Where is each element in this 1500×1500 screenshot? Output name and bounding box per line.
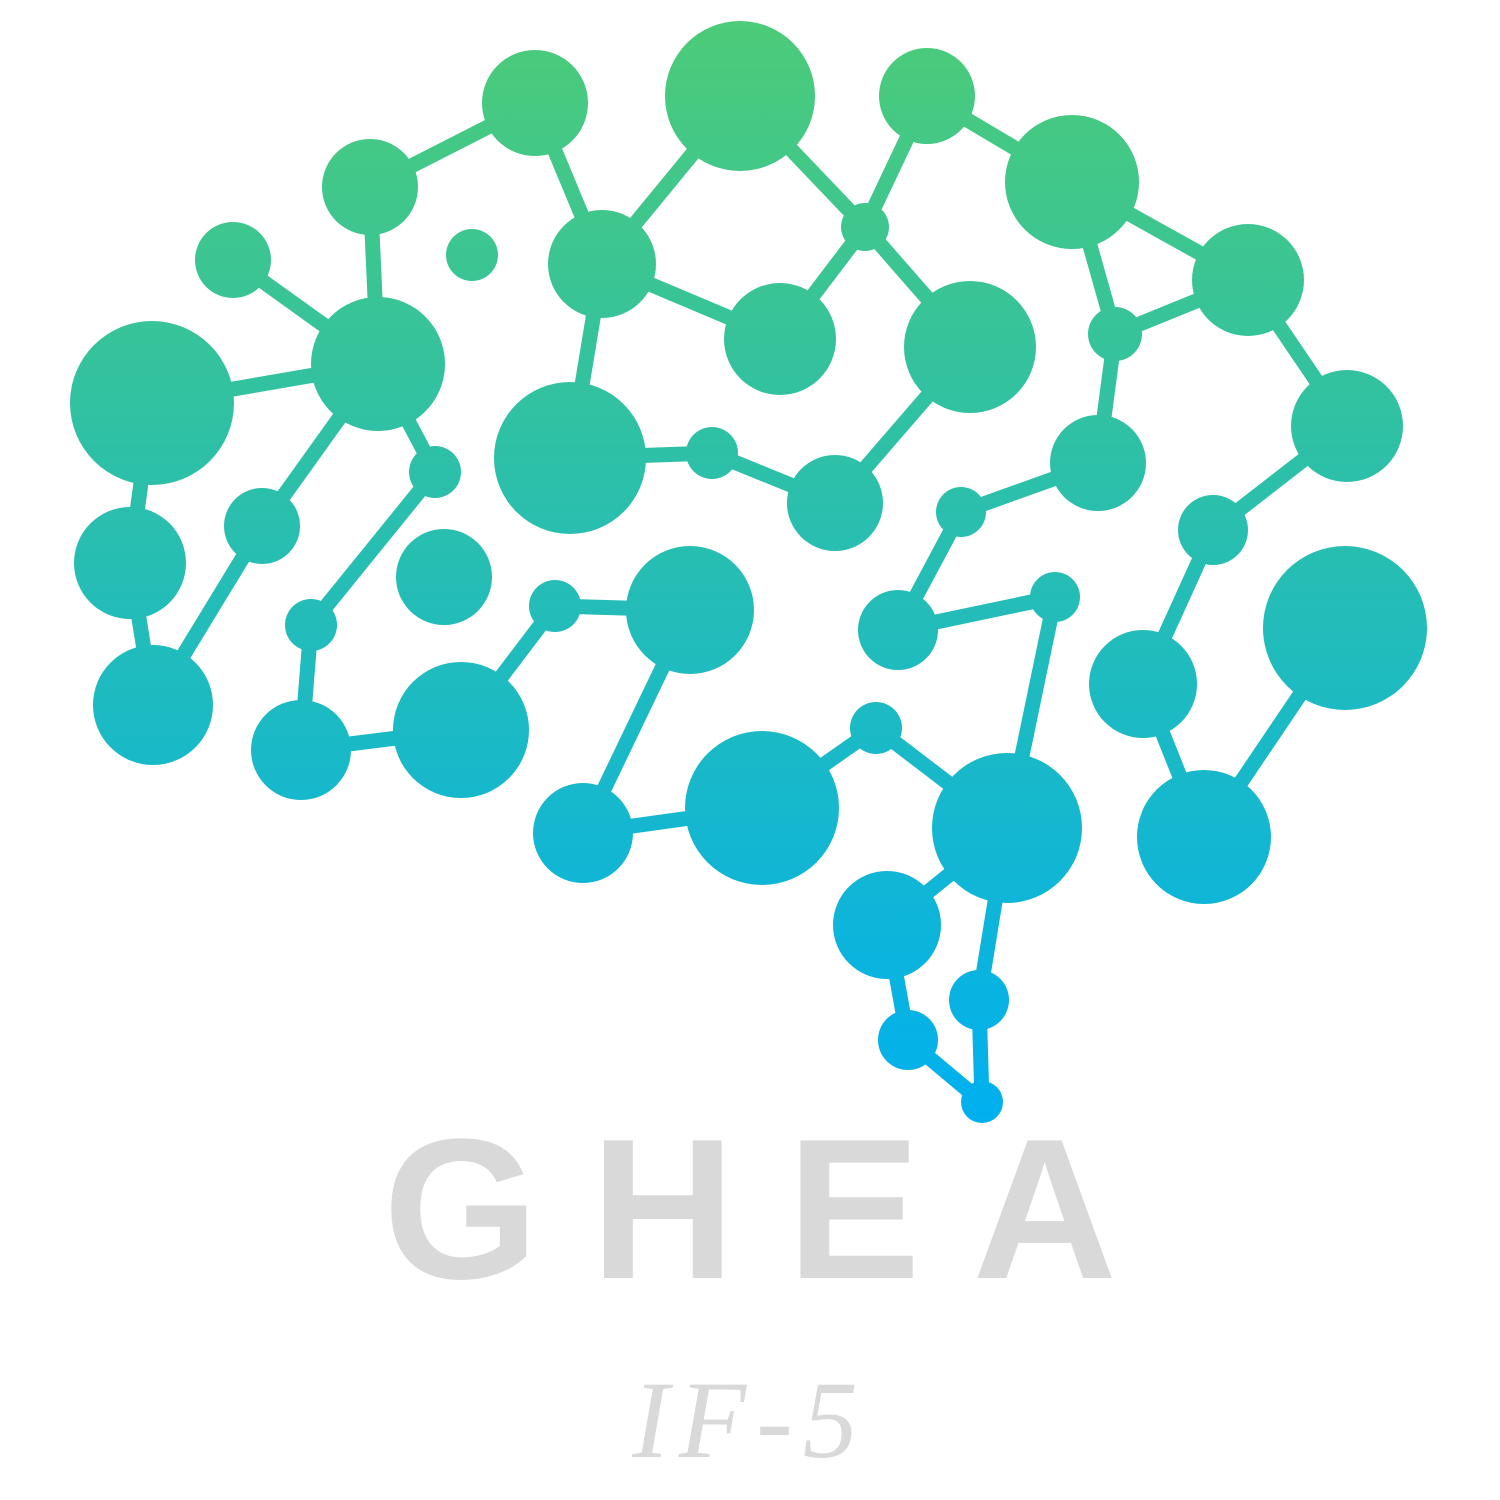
network-node [932, 753, 1082, 903]
network-node [949, 970, 1009, 1030]
network-node [494, 382, 646, 534]
network-node [1050, 415, 1146, 511]
network-node [858, 590, 938, 670]
network-node [961, 1081, 1003, 1123]
network-node [195, 222, 271, 298]
network-node [833, 871, 941, 979]
network-node [904, 281, 1036, 413]
network-node [665, 21, 815, 171]
network-node [251, 700, 351, 800]
network-node [482, 50, 588, 156]
network-node [548, 210, 656, 318]
network-node [724, 283, 836, 395]
network-node [1005, 115, 1139, 249]
network-node [850, 702, 902, 754]
network-node [879, 48, 975, 144]
network-node [787, 455, 883, 551]
network-node [70, 321, 234, 485]
network-node [311, 297, 445, 431]
network-node [1088, 307, 1142, 361]
network-node [533, 783, 633, 883]
brand-tagline: IF-5 [632, 1359, 868, 1481]
network-node [74, 507, 186, 619]
network-node [1089, 630, 1197, 738]
network-node [1263, 546, 1427, 710]
network-node [841, 203, 889, 251]
network-node [936, 487, 986, 537]
network-node [446, 229, 498, 281]
network-edge [303, 464, 443, 633]
network-nodes [70, 21, 1427, 1123]
network-node [1291, 370, 1403, 482]
network-node [685, 731, 839, 885]
network-node [1178, 495, 1248, 565]
brand-name: GHEA [383, 1098, 1169, 1321]
network-node [878, 1010, 938, 1070]
network-node [285, 599, 337, 651]
network-node [626, 546, 754, 674]
network-node [396, 529, 492, 625]
network-node [1137, 770, 1271, 904]
network-node [409, 446, 461, 498]
network-node [93, 645, 213, 765]
network-node [393, 662, 529, 798]
network-node [1192, 224, 1304, 336]
network-node [686, 427, 738, 479]
network-node [1030, 572, 1080, 622]
network-node [224, 488, 300, 564]
network-node [529, 580, 581, 632]
network-node [322, 139, 418, 235]
